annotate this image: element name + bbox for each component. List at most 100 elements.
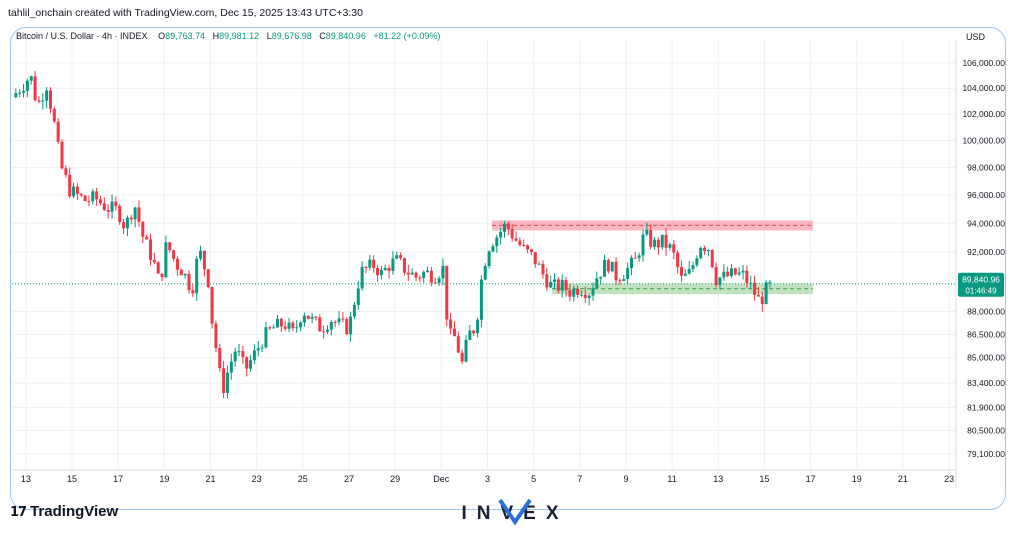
candle-up: [579, 294, 583, 296]
candle-down: [172, 250, 176, 259]
price-tick-label: 98,000.00: [967, 163, 1005, 173]
candle-up: [537, 263, 541, 265]
candle-down: [745, 270, 749, 283]
low-value: 89,676.98: [271, 31, 312, 41]
candle-up: [718, 277, 722, 285]
support-zone: [552, 283, 813, 295]
candle-up: [422, 272, 426, 279]
candle-down: [175, 258, 179, 270]
price-tick-label: 104,000.00: [962, 83, 1005, 93]
candle-up: [29, 76, 33, 81]
candle-up: [737, 272, 741, 275]
time-tick-label: 23: [944, 474, 954, 484]
candle-down: [218, 347, 222, 369]
candle-down: [160, 273, 164, 278]
candle-down: [514, 238, 518, 241]
candle-up: [25, 80, 29, 91]
candle-down: [583, 294, 587, 298]
candle-up: [233, 351, 237, 362]
candle-up: [91, 191, 95, 202]
candle-down: [322, 331, 326, 333]
candle-down: [387, 267, 391, 272]
candle-up: [441, 265, 445, 279]
price-tick-label: 96,000.00: [967, 190, 1005, 200]
candle-down: [414, 272, 418, 278]
candle-down: [518, 240, 522, 245]
candle-up: [591, 288, 595, 296]
candle-up: [337, 318, 341, 323]
candle-down: [614, 261, 618, 281]
price-tick-label: 92,000.00: [967, 247, 1005, 257]
chart-credit: tahlil_onchain created with TradingView.…: [8, 7, 363, 19]
price-tick-label: 85,000.00: [967, 353, 1005, 363]
candle-down: [418, 277, 422, 279]
candle-down: [399, 255, 403, 259]
candle-down: [245, 357, 249, 369]
candle-down: [656, 239, 660, 248]
candle-up: [352, 304, 356, 317]
candle-down: [68, 174, 72, 197]
candle-down: [95, 191, 99, 200]
candle-up: [437, 278, 441, 283]
candle-up: [302, 315, 306, 323]
candle-down: [56, 121, 60, 142]
candle-up: [183, 273, 187, 276]
candle-up: [599, 276, 603, 279]
time-tick-label: 29: [390, 474, 400, 484]
candle-up: [249, 360, 253, 369]
candle-up: [14, 93, 18, 98]
candle-down: [168, 242, 172, 251]
candle-up: [637, 255, 641, 258]
candle-up: [260, 347, 264, 349]
candle-down: [60, 141, 64, 169]
candle-down: [118, 206, 122, 223]
candle-up: [691, 265, 695, 270]
candle-down: [522, 244, 526, 246]
candle-up: [22, 90, 26, 93]
price-tick-label: 86,500.00: [967, 329, 1005, 339]
candle-up: [499, 231, 503, 238]
time-tick-label: 21: [898, 474, 908, 484]
price-axis-unit: USD: [966, 32, 986, 42]
candle-up: [668, 244, 672, 248]
candle-down: [156, 262, 160, 274]
candle-up: [379, 269, 383, 276]
time-tick-label: 15: [759, 474, 769, 484]
candle-up: [45, 90, 49, 101]
candle-down: [241, 351, 245, 358]
candle-down: [64, 168, 68, 175]
candle-down: [33, 76, 37, 101]
candle-down: [710, 249, 714, 268]
candle-down: [102, 203, 106, 211]
tradingview-logo[interactable]: 17 TradingView: [10, 503, 118, 520]
candle-up: [199, 250, 203, 259]
candle-down: [279, 318, 283, 327]
invex-watermark: INVEX: [461, 498, 559, 526]
candle-up: [164, 242, 168, 278]
candle-down: [314, 316, 318, 318]
time-tick-label: 15: [67, 474, 77, 484]
candle-down: [753, 282, 757, 295]
candle-down: [187, 273, 191, 291]
candle-up: [699, 247, 703, 259]
candle-down: [52, 108, 56, 122]
candle-up: [468, 330, 472, 340]
time-tick-label: 23: [252, 474, 262, 484]
candle-up: [595, 278, 599, 289]
candle-down: [145, 236, 149, 240]
candle-down: [529, 249, 533, 252]
candle-down: [106, 210, 110, 212]
tradingview-mark-icon: 17: [10, 505, 27, 520]
candle-up: [310, 316, 314, 319]
candle-down: [452, 328, 456, 337]
high-label: H: [212, 31, 220, 41]
candle-up: [549, 282, 553, 288]
candle-down: [87, 201, 91, 203]
candle-up: [749, 282, 753, 284]
candle-down: [376, 268, 380, 276]
candle-up: [653, 239, 657, 247]
time-tick-label: 5: [531, 474, 536, 484]
candle-down: [649, 229, 653, 247]
open-label: O: [158, 31, 166, 41]
